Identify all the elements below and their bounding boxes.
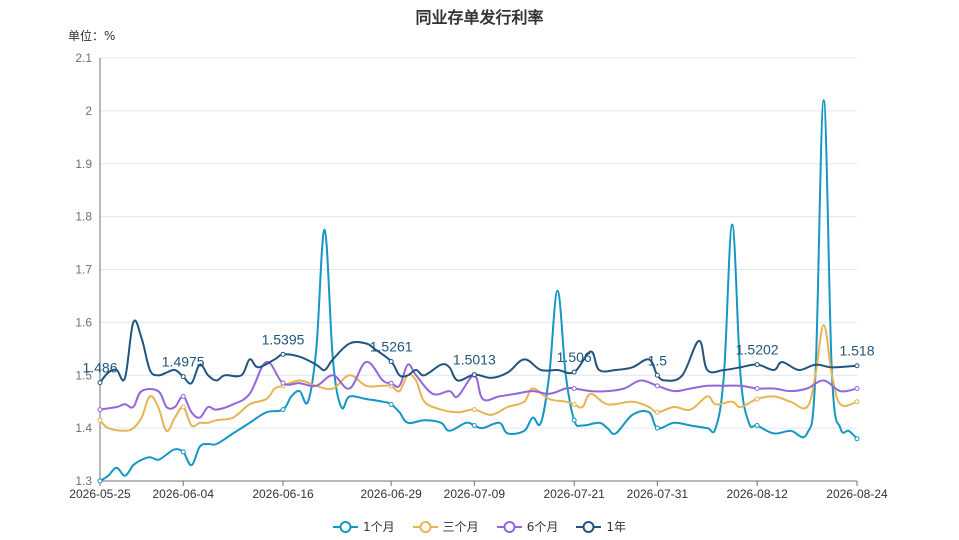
x-tick-label: 2026-08-24 (826, 487, 888, 501)
chart-legend: 1个月 三个月 6个月 1年 (0, 518, 959, 535)
y-tick-label: 1.9 (75, 157, 92, 171)
y-tick-label: 1.8 (75, 210, 92, 224)
data-point-marker (854, 385, 860, 391)
y-axis-unit-label: 单位：% (68, 29, 116, 43)
legend-item[interactable]: 6个月 (496, 518, 559, 535)
data-label: 1.506 (557, 349, 592, 365)
data-label: 1.5395 (262, 331, 305, 347)
data-labels: 1.486 1.4975 1.5395 1.5261 1.5013 1.506 1.5 1.5… (82, 331, 874, 375)
y-tick-label: 1.3 (75, 474, 92, 488)
legend-item[interactable]: 1个月 (333, 518, 395, 535)
data-label: 1.4975 (162, 354, 205, 370)
data-point-marker (280, 407, 286, 413)
series-line-2 (99, 324, 858, 432)
grid-lines (100, 57, 857, 429)
data-point-marker (180, 374, 186, 380)
data-point-marker (471, 372, 477, 378)
x-tick-label: 2026-07-31 (627, 487, 689, 501)
data-point-marker (180, 449, 186, 455)
legend-label: 1年 (606, 520, 626, 534)
legend-label: 三个月 (442, 520, 479, 534)
axes: 1.3 1.4 1.5 1.6 1.7 1.8 1.9 2 2.1 2026-05-25 2026-… (69, 51, 888, 501)
y-tick-label: 1.7 (75, 263, 92, 277)
y-tick-label: 1.5 (75, 368, 92, 382)
data-point-marker (280, 351, 286, 357)
x-tick-label: 2026-07-21 (543, 487, 605, 501)
data-point-marker (754, 385, 760, 391)
x-tick-label: 2026-06-29 (360, 487, 422, 501)
x-tick-label: 2026-07-09 (444, 487, 506, 501)
y-tick-label: 2.1 (75, 51, 92, 65)
x-tick-label: 2026-08-12 (726, 487, 788, 501)
x-tick-label: 2026-06-16 (252, 487, 314, 501)
legend-marker-icon (496, 520, 522, 533)
series-line-3 (99, 360, 858, 419)
data-label: 1.5202 (736, 342, 779, 358)
data-point-marker (571, 369, 577, 375)
data-point-marker (97, 380, 103, 386)
data-label: 1.5013 (453, 352, 496, 368)
data-point-marker (97, 407, 103, 413)
data-point-marker (754, 396, 760, 402)
legend-item[interactable]: 1年 (576, 518, 626, 535)
y-tick-label: 1.4 (75, 421, 92, 435)
data-point-marker (854, 436, 860, 442)
data-point-marker (280, 380, 286, 386)
data-point-marker (571, 417, 577, 423)
legend-marker-icon (576, 520, 602, 533)
data-point-marker (97, 417, 103, 423)
legend-label: 6个月 (526, 520, 559, 534)
data-point-marker (654, 372, 660, 378)
data-point-marker (754, 422, 760, 428)
y-tick-label: 1.6 (75, 315, 92, 329)
data-point-marker (571, 401, 577, 407)
data-point-marker (388, 380, 394, 386)
series-lines (99, 99, 858, 482)
series-line-1 (99, 99, 858, 482)
x-tick-label: 2026-05-25 (69, 487, 131, 501)
legend-item[interactable]: 三个月 (412, 518, 479, 535)
legend-marker-icon (333, 520, 359, 533)
legend-marker-icon (412, 520, 438, 533)
data-point-marker (97, 478, 103, 484)
data-point-marker (654, 409, 660, 415)
data-point-marker (180, 393, 186, 399)
data-point-marker (180, 404, 186, 410)
data-markers (97, 351, 860, 484)
data-point-marker (754, 362, 760, 368)
chart-title: 同业存单发行利率 (415, 8, 544, 27)
data-label: 1.5 (648, 352, 668, 368)
data-point-marker (654, 425, 660, 431)
data-point-marker (854, 363, 860, 369)
y-tick-label: 2 (85, 104, 92, 118)
data-label: 1.486 (82, 360, 117, 376)
data-label: 1.5261 (370, 338, 413, 354)
data-label: 1.518 (839, 343, 874, 359)
legend-label: 1个月 (363, 520, 395, 534)
x-tick-label: 2026-06-04 (152, 487, 214, 501)
data-point-marker (388, 358, 394, 364)
data-point-marker (471, 422, 477, 428)
data-point-marker (388, 401, 394, 407)
data-point-marker (654, 383, 660, 389)
data-point-marker (854, 399, 860, 405)
data-point-marker (571, 385, 577, 391)
data-point-marker (471, 407, 477, 413)
